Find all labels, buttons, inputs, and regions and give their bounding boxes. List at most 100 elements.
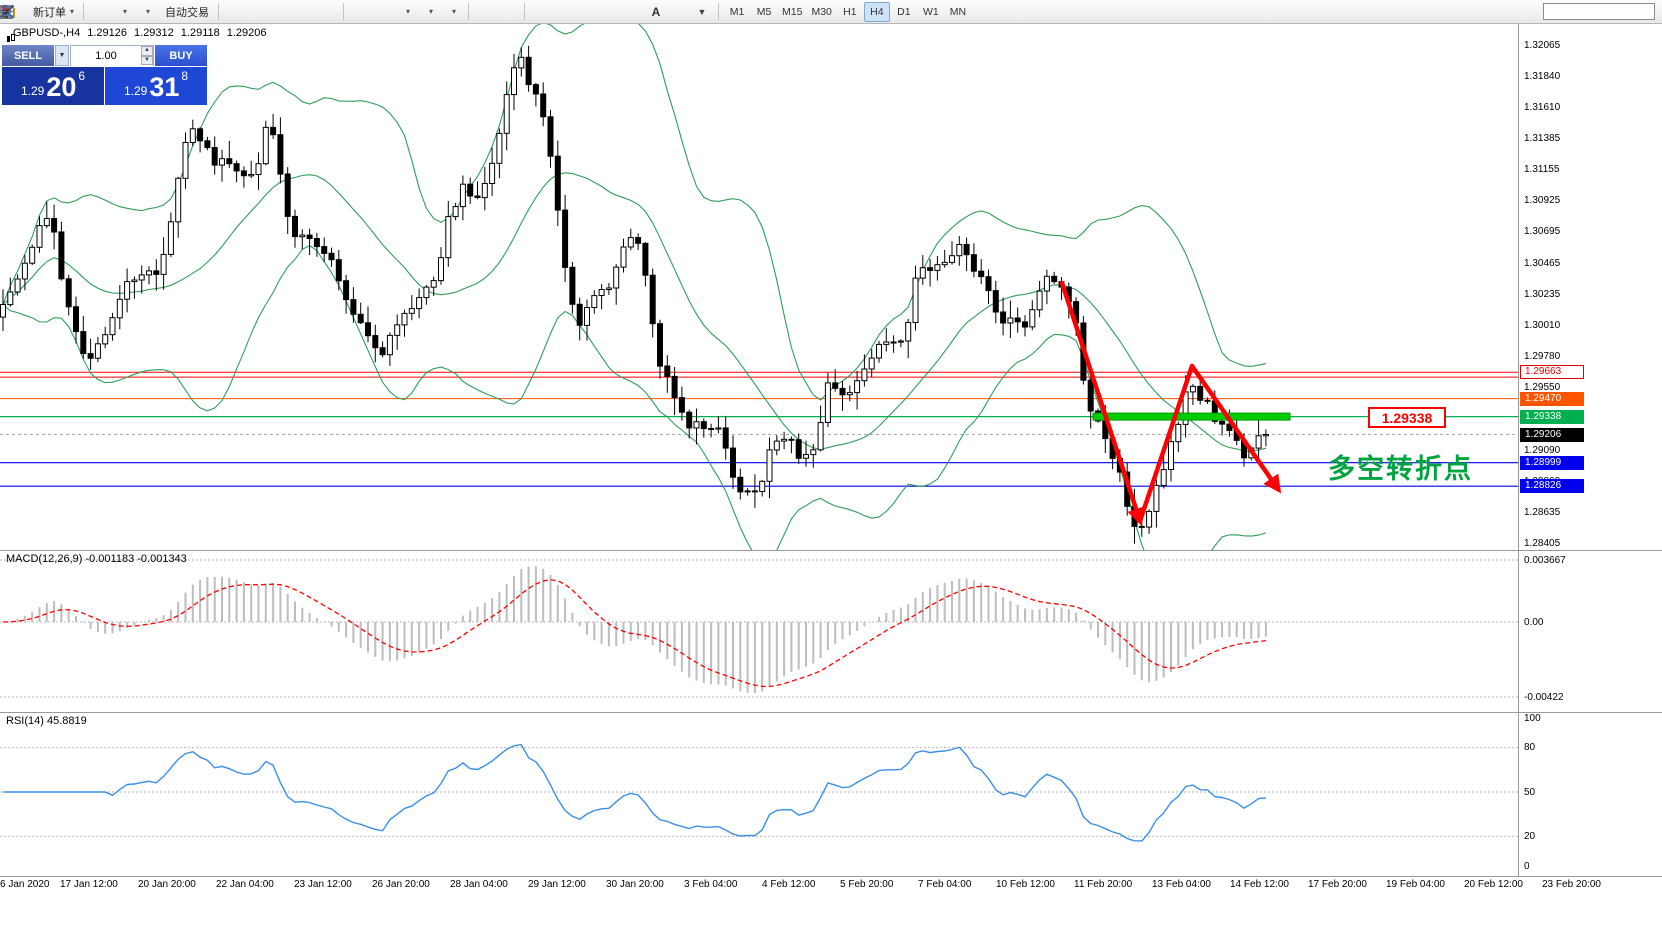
text-button[interactable]: A [645,2,667,22]
candle-chart-button[interactable] [1,2,269,22]
zoom-in-button[interactable] [0,2,315,22]
sell-price-big: 20 [46,72,77,102]
volume-input[interactable] [71,46,153,66]
buy-price-button[interactable]: 1.29 31 8 [105,67,207,105]
ohlc-open: 1.29126 [87,27,128,39]
time-axis-label: 28 Jan 04:00 [450,879,508,890]
volume-up-button[interactable]: ▲ [141,46,153,56]
price-axis-label: 1.29780 [1524,350,1561,362]
hline-button[interactable] [0,2,575,22]
top-toolbar: 新订单 ▾ ▾ ▾ 自动交易 ▾ ▾ ▾ A ▼ M1 M5 M15 M30 H1 H4 D1 W1 MN [0,0,1662,24]
time-axis-label: 3 Feb 04:00 [684,879,738,890]
price-tag: 1.29663 [1520,365,1584,380]
rsi-panel-separator[interactable] [0,712,1662,713]
time-axis-label: 30 Jan 20:00 [606,879,664,890]
toolbar-separator [218,3,220,20]
arrow-label-button[interactable] [1,2,690,22]
timeframe-h4[interactable]: H4 [863,1,890,22]
fibonacci-button[interactable] [0,2,644,22]
price-axis-separator[interactable] [1518,24,1519,876]
sell-price-sup: 6 [78,69,86,83]
search-button[interactable] [0,2,1541,22]
main-chart-canvas[interactable] [0,24,1518,550]
chevron-down-icon: ▾ [123,7,128,16]
buy-button[interactable]: BUY [155,45,207,66]
textA-icon: A [651,4,661,19]
turning-point-text[interactable]: 多空转折点 [1328,454,1473,484]
charts-bar-button[interactable] [0,2,111,22]
price-axis-label: 1.30010 [1524,319,1561,331]
rsi-axis-label: 20 [1524,830,1536,842]
rsi-axis-label: 0 [1524,860,1530,872]
new-order-button[interactable]: 新订单 ▾ [0,2,78,22]
timeframe-d1[interactable]: D1 [897,5,911,18]
price-tag: 1.29338 [1520,409,1584,424]
time-axis-label: 4 Feb 12:00 [762,879,816,890]
price-tag: 1.28826 [1520,479,1584,494]
macd-panel-separator[interactable] [0,550,1662,551]
tile-windows-button[interactable] [0,2,371,22]
price-axis-label: 1.32065 [1524,40,1561,51]
timeframe-w1[interactable]: W1 [923,5,939,18]
bar-chart-button[interactable] [1,2,246,22]
cascade-windows-button[interactable] [0,2,394,22]
price-axis-label: 1.30925 [1524,195,1561,207]
price-axis-label: 1.28405 [1524,538,1561,549]
toolbar-separator [343,3,345,20]
rsi-axis-label: 50 [1524,786,1536,798]
time-axis-label: 26 Jan 20:00 [372,879,430,890]
profiles-button[interactable]: ▾ [0,2,157,22]
ohlc-low: 1.29118 [180,27,220,39]
channel-button[interactable] [0,2,621,22]
symbol-search-input[interactable] [1543,3,1655,20]
timeframe-h1[interactable]: H1 [843,5,857,18]
time-axis-label: 10 Feb 12:00 [996,879,1055,890]
shapes-dropdown[interactable]: ▼ [691,2,713,22]
price-axis-label: 1.30235 [1524,289,1561,300]
timeframe-mn[interactable]: MN [949,5,967,18]
templates-button[interactable]: ▾ [0,2,463,22]
timeframe-m15[interactable]: M15 [782,5,803,18]
chevron-down-icon: ▾ [406,7,411,16]
volume-down-button[interactable]: ▼ [141,55,153,65]
autotrading-button[interactable]: 自动交易 [2,2,213,22]
indicators-button[interactable]: ▾ [1,2,417,22]
sell-price-prefix: 1.29 [20,84,45,98]
price-annotation-label[interactable]: 1.29338 [1368,407,1446,428]
periods-button[interactable]: ▾ [1,2,440,22]
rsi-panel-canvas[interactable] [0,713,1518,876]
time-axis-label: 14 Feb 12:00 [1230,879,1289,890]
timeframe-m1[interactable]: M1 [729,5,745,18]
crosshair-button[interactable] [0,2,519,22]
timeframe-m5[interactable]: M5 [756,5,772,18]
rsi-axis-label: 80 [1524,742,1536,754]
time-axis-label: 23 Feb 20:00 [1542,879,1601,890]
order-type-dropdown[interactable]: ▼ [55,45,69,66]
macd-axis-label: 0.003667 [1524,554,1566,566]
macd-axis-label: 0.00 [1524,616,1544,628]
chevron-down-icon: ▾ [146,7,151,16]
macd-label: MACD(12,26,9) -0.001183 -0.001343 [6,553,187,565]
new-chart-button[interactable]: ▾ [0,2,134,22]
timeframe-m30[interactable]: M30 [811,5,832,18]
ohlc-high: 1.29312 [134,27,174,39]
time-axis-label: 7 Feb 04:00 [918,879,972,890]
toolbar-separator [524,3,526,20]
line-chart-button[interactable] [0,2,292,22]
sell-button[interactable]: SELL [2,45,54,66]
price-axis-label: 1.31385 [1524,132,1561,144]
price-axis-label: 1.31840 [1524,70,1561,82]
chevron-down-icon: ▾ [70,7,75,16]
trendline-button[interactable] [0,2,598,22]
vline-button[interactable] [3,2,552,22]
macd-panel-canvas[interactable] [0,551,1518,702]
sell-price-button[interactable]: 1.29 20 6 [2,67,104,105]
rsi-label: RSI(14) 45.8819 [6,715,87,727]
time-axis-label: 17 Feb 20:00 [1308,879,1367,890]
time-axis-label: 23 Jan 12:00 [294,879,352,890]
price-axis-label: 1.30695 [1524,226,1561,238]
cursor-button[interactable] [2,2,496,22]
time-axis-label: 20 Jan 20:00 [138,879,196,890]
zoom-out-button[interactable] [0,2,338,22]
